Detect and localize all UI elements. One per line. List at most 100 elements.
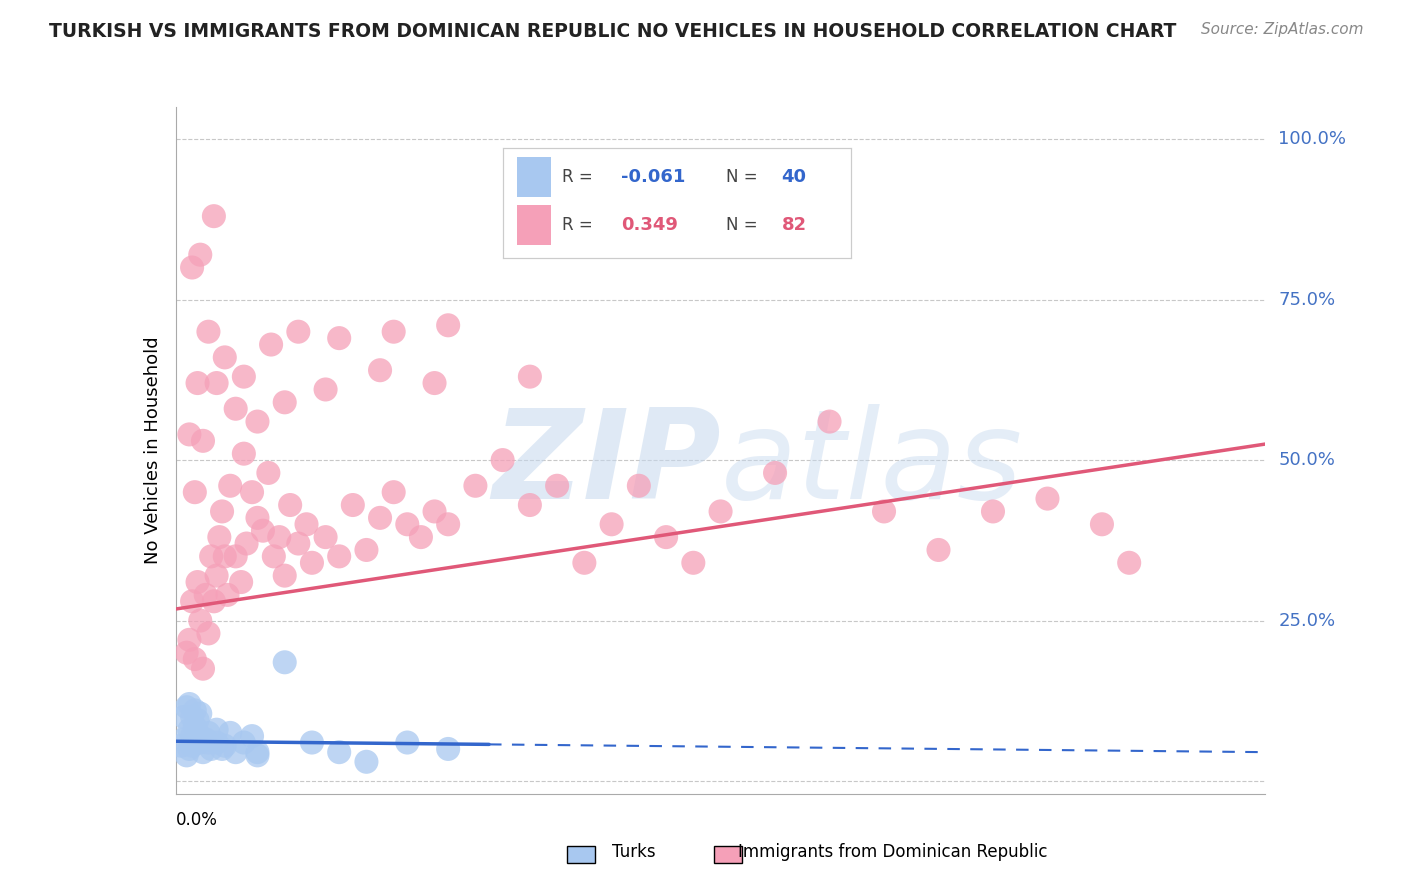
Point [179,742,201,756]
Point [342,498,364,512]
Point [1118,556,1140,570]
Point [176,748,198,763]
Point [928,543,950,558]
Point [274,568,297,582]
Point [191,434,214,448]
Point [200,742,222,756]
Point [191,745,214,759]
Point [246,748,269,763]
Point [232,369,254,384]
Text: Immigrants from Dominican Republic: Immigrants from Dominican Republic [738,843,1047,861]
Point [492,453,515,467]
Point [257,466,280,480]
Point [368,363,391,377]
Point [205,735,228,749]
Point [263,549,285,564]
Text: Turks: Turks [612,843,655,861]
Point [211,742,233,756]
Point [240,729,263,743]
Point [191,662,214,676]
Point [301,735,323,749]
Point [208,530,231,544]
Point [655,530,678,544]
Point [188,706,211,721]
Point [1091,517,1114,532]
Y-axis label: No Vehicles in Household: No Vehicles in Household [143,336,162,565]
Point [184,652,207,666]
Point [173,732,195,747]
Point [382,485,405,500]
Point [627,479,650,493]
Point [181,710,204,724]
Point [181,739,204,753]
Point [328,549,350,564]
Text: 0.0%: 0.0% [176,811,218,829]
Point [763,466,786,480]
Point [205,568,228,582]
Point [382,325,405,339]
Point [176,700,198,714]
Point [184,485,207,500]
Point [184,735,207,749]
Point [197,735,219,749]
Point [278,498,301,512]
Point [240,485,263,500]
Point [409,530,432,544]
Point [574,556,596,570]
Text: 75.0%: 75.0% [1278,291,1336,309]
Point [328,331,350,345]
Point [368,511,391,525]
Point [235,536,257,550]
Point [295,517,318,532]
Point [225,549,247,564]
Point [205,376,228,390]
Point [211,504,233,518]
Text: ZIP: ZIP [492,404,721,524]
Point [252,524,274,538]
Point [437,742,460,756]
Point [170,739,193,753]
Point [197,325,219,339]
Text: 50.0%: 50.0% [1278,451,1336,469]
Point [231,575,253,590]
Point [214,739,236,753]
Point [188,735,211,749]
Point [246,745,269,759]
Point [301,556,323,570]
Point [179,723,201,737]
Point [186,713,209,727]
Point [246,511,269,525]
Point [188,248,211,262]
Point [219,479,242,493]
Point [423,504,446,518]
Point [315,530,337,544]
Point [176,646,198,660]
Point [186,726,209,740]
Point [287,536,309,550]
Point [274,395,297,409]
Point [356,755,378,769]
Point [181,260,204,275]
Point [396,517,419,532]
Point [217,588,239,602]
Point [274,655,297,669]
Point [186,376,209,390]
Point [214,351,236,365]
Point [188,614,211,628]
Point [214,549,236,564]
Point [197,626,219,640]
Point [197,726,219,740]
Point [205,723,228,737]
Point [437,517,460,532]
Point [1036,491,1059,506]
Point [246,415,269,429]
Point [260,337,283,351]
Point [191,732,214,747]
Point [356,543,378,558]
Point [328,745,350,759]
Point [981,504,1004,518]
Point [423,376,446,390]
Point [202,209,225,223]
Point [225,745,247,759]
Point [600,517,623,532]
